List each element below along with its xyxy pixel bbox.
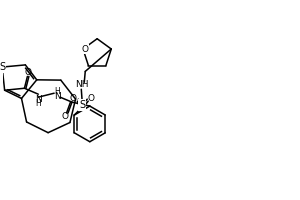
Text: N: N (54, 92, 61, 101)
Text: H: H (54, 87, 60, 96)
Text: H: H (35, 99, 41, 108)
Text: O: O (61, 112, 68, 121)
Text: O: O (88, 94, 95, 103)
Text: O: O (25, 68, 32, 77)
Text: N: N (35, 95, 42, 104)
Text: O: O (82, 45, 88, 54)
Text: S: S (0, 62, 5, 72)
Text: O: O (70, 94, 77, 103)
Text: NH: NH (76, 80, 89, 89)
Text: S: S (79, 100, 85, 110)
